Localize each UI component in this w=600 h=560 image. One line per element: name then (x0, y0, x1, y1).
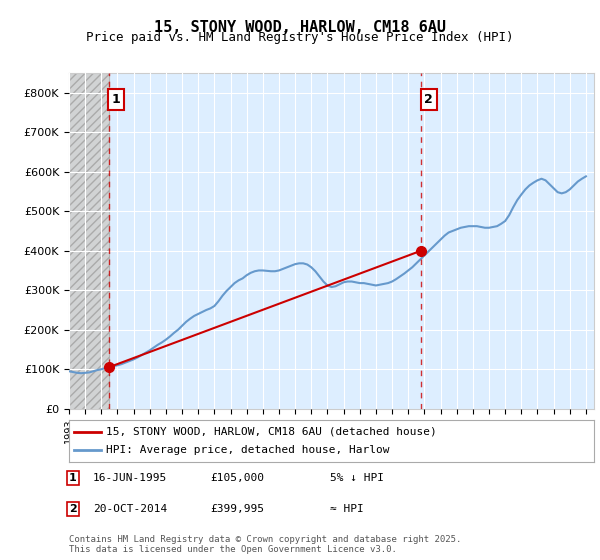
Text: £399,995: £399,995 (210, 504, 264, 514)
Text: £105,000: £105,000 (210, 473, 264, 483)
Text: 5% ↓ HPI: 5% ↓ HPI (330, 473, 384, 483)
Bar (69, 73, 109, 409)
Text: ≈ HPI: ≈ HPI (330, 504, 364, 514)
Text: HPI: Average price, detached house, Harlow: HPI: Average price, detached house, Harl… (106, 445, 389, 455)
Text: 1: 1 (69, 473, 77, 483)
Text: 20-OCT-2014: 20-OCT-2014 (93, 504, 167, 514)
Text: 16-JUN-1995: 16-JUN-1995 (93, 473, 167, 483)
Text: Contains HM Land Registry data © Crown copyright and database right 2025.
This d: Contains HM Land Registry data © Crown c… (69, 535, 461, 554)
Text: 1: 1 (112, 93, 121, 106)
Text: Price paid vs. HM Land Registry's House Price Index (HPI): Price paid vs. HM Land Registry's House … (86, 31, 514, 44)
Text: 15, STONY WOOD, HARLOW, CM18 6AU (detached house): 15, STONY WOOD, HARLOW, CM18 6AU (detach… (106, 427, 437, 437)
Text: 2: 2 (424, 93, 433, 106)
Text: 15, STONY WOOD, HARLOW, CM18 6AU: 15, STONY WOOD, HARLOW, CM18 6AU (154, 20, 446, 35)
Bar (69, 73, 109, 409)
Text: 2: 2 (69, 504, 77, 514)
